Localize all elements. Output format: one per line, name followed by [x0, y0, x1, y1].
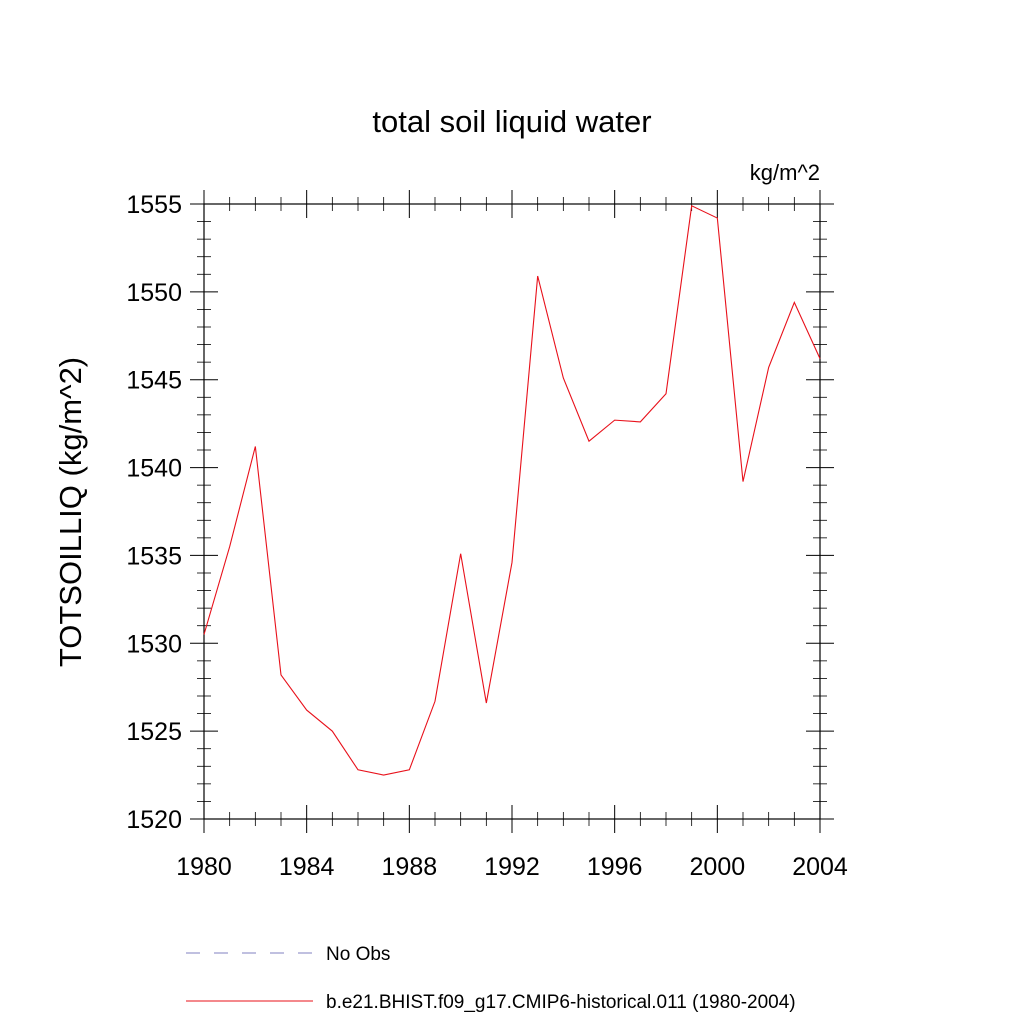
y-axis-label: TOTSOILLIQ (kg/m^2) [53, 357, 88, 667]
plot-frame [203, 203, 821, 820]
chart-title: total soil liquid water [372, 104, 651, 139]
x-tick-label: 1984 [279, 853, 335, 881]
x-tick-label: 2004 [792, 853, 848, 881]
x-tick-label: 1980 [176, 853, 232, 881]
legend-label-historical: b.e21.BHIST.f09_g17.CMIP6-historical.011… [326, 992, 796, 1013]
y-tick-label: 1530 [126, 630, 182, 658]
legend-label-no-obs: No Obs [326, 944, 390, 965]
x-tick-label: 1992 [484, 853, 540, 881]
series-line-1 [203, 204, 821, 776]
units-label: kg/m^2 [750, 160, 820, 185]
x-axis-ticks: 1980 1984 1988 1992 1996 2000 2004 [176, 190, 848, 881]
y-tick-label: 1535 [126, 542, 182, 570]
series-layer [203, 204, 821, 776]
y-tick-label: 1555 [126, 191, 182, 219]
y-tick-label: 1550 [126, 279, 182, 307]
y-tick-label: 1525 [126, 718, 182, 746]
y-axis-ticks: 1520 1525 1530 1535 1540 1545 1550 1555 [126, 191, 834, 834]
x-tick-label: 2000 [690, 853, 746, 881]
x-tick-label: 1996 [587, 853, 643, 881]
legend: No Obs b.e21.BHIST.f09_g17.CMIP6-histori… [186, 944, 796, 1013]
x-tick-label: 1988 [382, 853, 438, 881]
y-tick-label: 1540 [126, 455, 182, 483]
y-tick-label: 1520 [126, 806, 182, 834]
y-tick-label: 1545 [126, 367, 182, 395]
